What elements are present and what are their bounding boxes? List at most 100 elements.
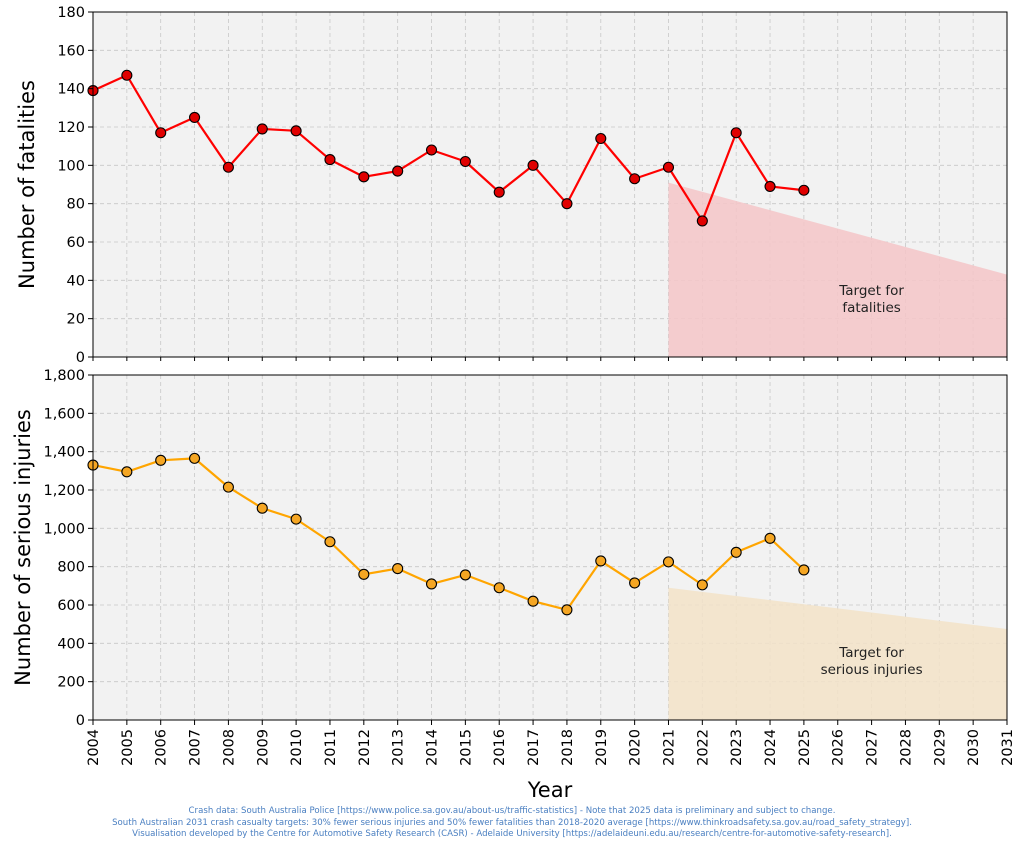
serious-injuries-x-tick-label: 2015	[458, 729, 474, 766]
serious-injuries-y-tick-label: 1,400	[43, 445, 85, 461]
fatalities-data-point	[222, 161, 234, 173]
fatalities-data-point	[696, 215, 708, 227]
serious-injuries-x-tick-label: 2025	[797, 729, 813, 766]
serious-injuries-y-tick-label: 1,000	[43, 521, 85, 537]
footer-line-2: South Australian 2031 crash casualty tar…	[112, 817, 912, 828]
serious-injuries-x-tick-label: 2028	[898, 729, 914, 766]
serious-injuries-target-label-line-1: Target for	[838, 645, 904, 661]
fatalities-data-point	[493, 186, 505, 198]
serious-injuries-series-line	[92, 457, 805, 611]
serious-injuries-data-point	[764, 532, 776, 544]
serious-injuries-data-point	[222, 481, 234, 493]
fatalities-data-point	[764, 180, 776, 192]
serious-injuries-x-tick-label: 2008	[221, 729, 237, 766]
serious-injuries-data-point	[798, 564, 810, 576]
serious-injuries-x-tick-label: 2007	[188, 729, 204, 766]
serious-injuries-x-tick-label: 2014	[425, 729, 441, 766]
serious-injuries-x-tick-label: 2026	[831, 729, 847, 766]
serious-injuries-data-point	[256, 502, 268, 514]
serious-injuries-data-point	[730, 546, 742, 558]
fatalities-data-point	[595, 132, 607, 145]
serious-injuries-x-tick-label: 2029	[932, 729, 948, 766]
fatalities-data-point	[358, 171, 370, 183]
serious-injuries-y-tick-label: 0	[76, 713, 85, 729]
fatalities-y-tick-label: 140	[57, 82, 85, 98]
fatalities-data-point	[155, 127, 167, 139]
x-axis-label: Year	[527, 778, 573, 802]
serious-injuries-axes-frame	[92, 374, 1008, 721]
serious-injuries-x-tick-label: 2009	[255, 729, 271, 766]
chart-figure: Target forfatalities02040608010012014016…	[11, 5, 1016, 802]
serious-injuries-target-label-line-2: serious injuries	[821, 662, 923, 678]
fatalities-data-point	[629, 173, 641, 185]
serious-injuries-x-tick-label: 2020	[628, 729, 644, 766]
serious-injuries-x-tick-label: 2024	[763, 729, 779, 766]
serious-injuries-x-tick-label: 2004	[86, 729, 102, 766]
serious-injuries-data-point	[121, 466, 133, 478]
serious-injuries-y-tick-label: 1,600	[43, 406, 85, 422]
serious-injuries-data-point	[425, 578, 438, 590]
fatalities-y-tick-label: 100	[57, 158, 85, 174]
serious-injuries-data-point	[696, 579, 708, 591]
serious-injuries-x-tick-label: 2016	[492, 729, 508, 766]
fatalities-y-axis-label: Number of fatalities	[15, 80, 39, 289]
serious-injuries-x-tick-label: 2011	[323, 729, 339, 766]
serious-injuries-x-tick-label: 2010	[289, 729, 305, 766]
fatalities-y-tick-label: 180	[57, 5, 85, 21]
serious-injuries-data-point	[561, 604, 573, 616]
serious-injuries-x-tick-label: 2005	[120, 729, 136, 766]
serious-injuries-data-point	[324, 536, 336, 548]
serious-injuries-y-tick-label: 1,800	[43, 368, 85, 384]
fatalities-data-point	[189, 111, 201, 123]
fatalities-data-point	[459, 155, 471, 168]
serious-injuries-data-point	[595, 555, 607, 567]
serious-injuries-x-tick-label: 2019	[594, 729, 610, 766]
serious-injuries-target-area	[668, 587, 1007, 720]
serious-injuries-y-tick-label: 600	[57, 598, 85, 614]
fatalities-data-point	[730, 127, 742, 139]
footer-line-1: Crash data: South Australia Police [http…	[188, 806, 836, 816]
serious-injuries-data-point	[290, 513, 302, 525]
fatalities-data-point	[324, 154, 336, 166]
footer-line-3: Visualisation developed by the Centre fo…	[132, 829, 892, 839]
serious-injuries-data-point	[155, 454, 167, 466]
serious-injuries-data-point	[358, 568, 370, 580]
fatalities-data-point	[662, 161, 675, 173]
serious-injuries-x-tick-label: 2023	[729, 729, 745, 766]
serious-injuries-x-tick-label: 2018	[560, 729, 576, 766]
serious-injuries-x-tick-label: 2021	[661, 729, 677, 766]
serious-injuries-data-point	[493, 582, 505, 594]
serious-injuries-y-tick-label: 1,200	[43, 483, 85, 499]
fatalities-target-label-line-1: Target for	[838, 283, 904, 299]
serious-injuries-x-tick-label: 2022	[695, 729, 711, 766]
fatalities-data-point	[527, 159, 539, 171]
serious-injuries-x-tick-label: 2013	[391, 729, 407, 766]
serious-injuries-data-point	[392, 563, 404, 575]
fatalities-data-point	[121, 69, 133, 81]
serious-injuries-y-tick-label: 400	[57, 636, 85, 652]
fatalities-y-tick-label: 40	[67, 273, 85, 289]
fatalities-target-area	[668, 182, 1007, 357]
serious-injuries-y-axis-label: Number of serious injuries	[11, 409, 35, 686]
serious-injuries-y-tick-label: 800	[57, 560, 85, 576]
fatalities-y-tick-label: 120	[57, 120, 85, 136]
fatalities-y-tick-label: 160	[57, 43, 85, 59]
fatalities-y-tick-label: 80	[67, 197, 85, 213]
serious-injuries-x-tick-label: 2027	[865, 729, 881, 766]
fatalities-y-tick-label: 60	[67, 235, 85, 251]
serious-injuries-x-tick-label: 2012	[357, 729, 373, 766]
fatalities-axes-frame	[92, 11, 1008, 358]
fatalities-y-tick-label: 20	[67, 312, 85, 328]
fatalities-data-point	[290, 125, 302, 137]
serious-injuries-x-tick-label: 2017	[526, 729, 542, 766]
serious-injuries-x-tick-label: 2006	[154, 729, 170, 766]
fatalities-data-point	[561, 198, 573, 210]
serious-injuries-x-tick-label: 2030	[966, 729, 982, 766]
serious-injuries-data-point	[662, 556, 675, 568]
serious-injuries-x-tick-label: 2031	[1000, 729, 1016, 766]
fatalities-data-point	[256, 123, 268, 135]
footer-notes: Crash data: South Australia Police [http…	[0, 806, 1024, 841]
serious-injuries-data-point	[189, 452, 201, 464]
fatalities-series-line	[92, 74, 805, 223]
fatalities-target-label-line-2: fatalities	[842, 300, 900, 316]
